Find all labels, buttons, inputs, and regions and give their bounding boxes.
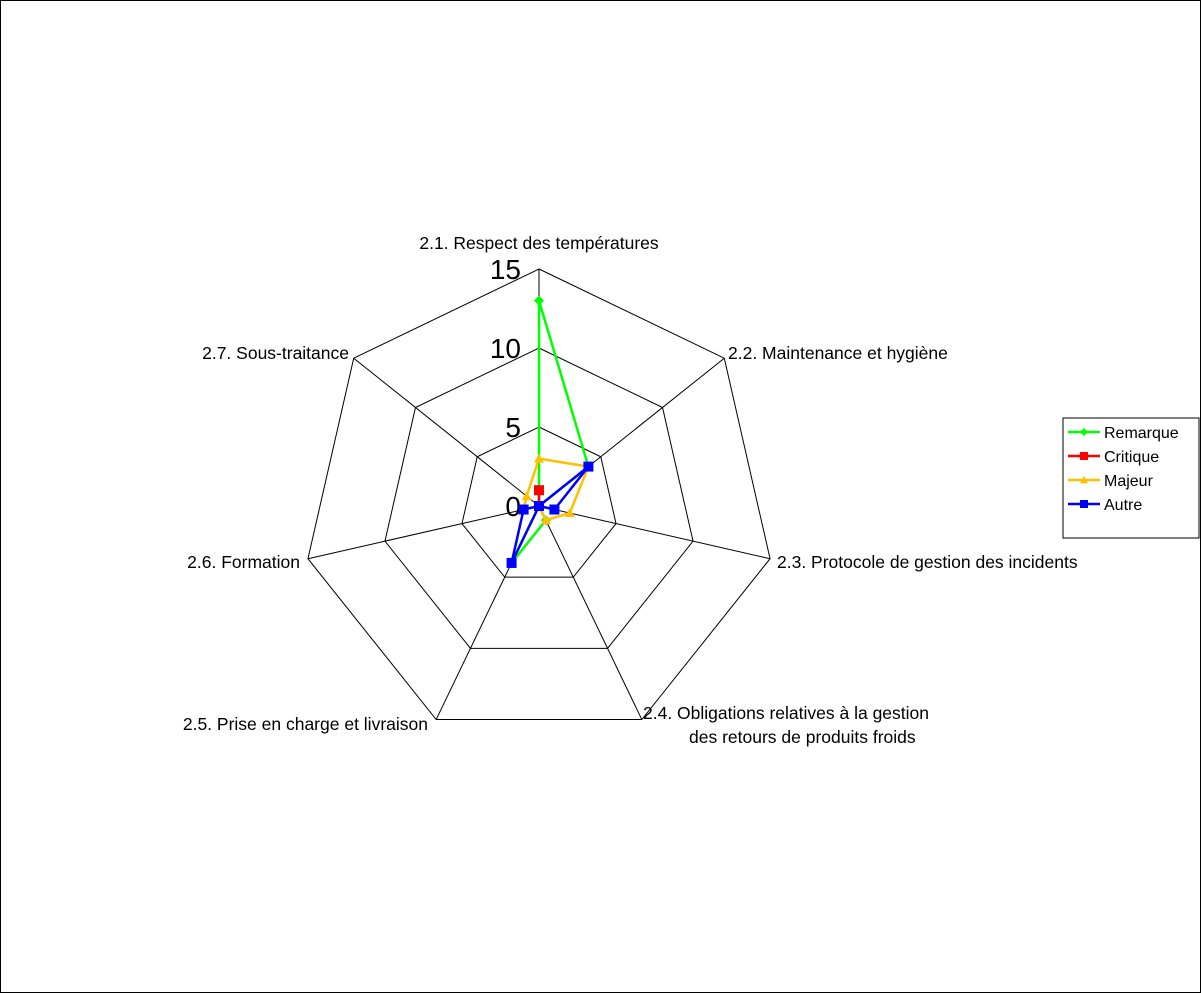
data-point-autre-6 xyxy=(518,504,529,515)
legend-item-remarque: Remarque xyxy=(1068,425,1179,442)
category-label-4: des retours de produits froids xyxy=(689,727,916,747)
legend-marker xyxy=(1080,476,1088,484)
series-majeur xyxy=(518,453,594,525)
data-point-majeur-1 xyxy=(534,453,544,463)
tick-label: 10 xyxy=(490,333,521,364)
data-point-critique-1 xyxy=(534,485,544,496)
grid-ring-5 xyxy=(461,426,617,578)
legend-item-critique: Critique xyxy=(1068,449,1159,466)
axis-line-7 xyxy=(353,357,540,507)
legend-label: Autre xyxy=(1104,497,1142,514)
tick-label: 15 xyxy=(490,254,521,285)
category-labels: 2.1. Respect des températures 2.2. Mainte… xyxy=(183,233,1078,747)
data-point-autre-7 xyxy=(534,501,544,511)
tick-label: 5 xyxy=(505,412,521,443)
axis-line-4 xyxy=(538,505,643,720)
legend-box xyxy=(1062,417,1200,539)
data-point-majeur-4 xyxy=(540,515,551,525)
legend: Remarque Critique Majeur Autre xyxy=(1062,417,1200,539)
grid-ring-15 xyxy=(307,268,771,721)
radar-grid xyxy=(307,268,771,721)
data-point-majeur-3 xyxy=(564,508,575,518)
grid-ring-10 xyxy=(384,347,694,649)
data-point-autre-2 xyxy=(583,461,594,472)
data-point-remarque-1 xyxy=(534,295,544,306)
category-label-6: 2.6. Formation xyxy=(187,552,300,572)
axis-line-3 xyxy=(538,505,771,560)
axis-line-6 xyxy=(307,505,540,560)
category-label-2: 2.2. Maintenance et hygiène xyxy=(728,343,948,363)
data-point-autre-3 xyxy=(549,504,560,515)
category-label-7: 2.7. Sous-traitance xyxy=(202,343,349,363)
legend-marker xyxy=(1080,428,1088,436)
category-label-3: 2.3. Protocole de gestion des incidents xyxy=(777,552,1078,572)
legend-label: Remarque xyxy=(1104,425,1179,442)
legend-marker xyxy=(1080,452,1088,460)
legend-item-autre: Autre xyxy=(1068,497,1142,514)
legend-item-majeur: Majeur xyxy=(1068,473,1154,490)
data-point-autre-5 xyxy=(506,557,517,568)
legend-marker xyxy=(1080,500,1088,508)
legend-label: Critique xyxy=(1104,449,1159,466)
category-label-1: 2.1. Respect des températures xyxy=(419,233,659,253)
legend-label: Majeur xyxy=(1104,473,1154,490)
category-label-5: 2.5. Prise en charge et livraison xyxy=(183,714,428,734)
data-point-majeur-7 xyxy=(521,491,532,501)
radar-tick-labels: 0 5 10 15 xyxy=(490,254,521,522)
series-layer xyxy=(506,295,594,568)
tick-label: 0 xyxy=(505,491,521,522)
series-autre xyxy=(506,461,594,568)
category-label-4: 2.4. Obligations relatives à la gestion xyxy=(643,703,929,723)
